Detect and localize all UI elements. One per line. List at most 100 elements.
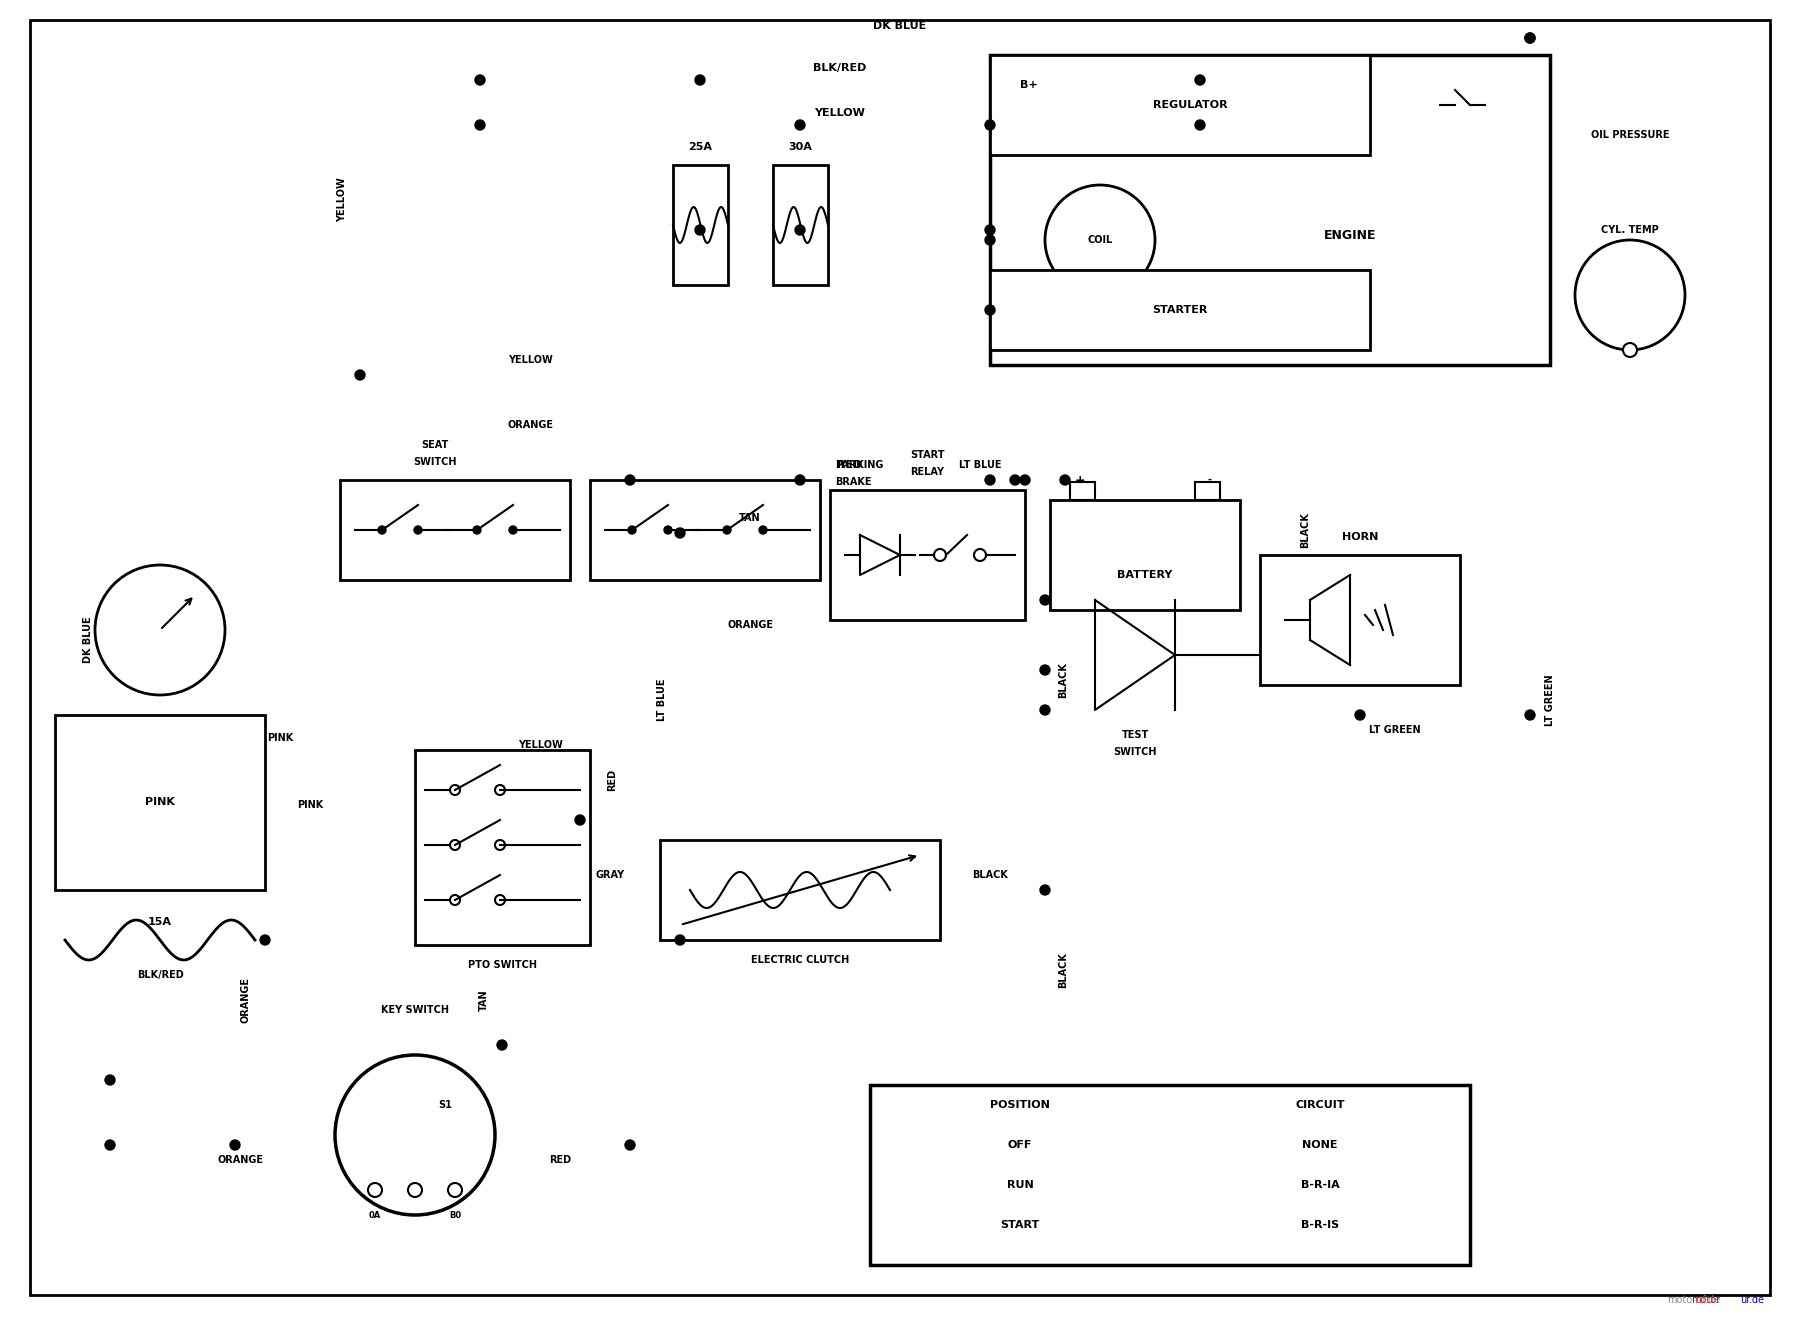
Text: S1: S1: [437, 1101, 452, 1110]
Circle shape: [1355, 709, 1364, 720]
Text: TAN: TAN: [740, 513, 761, 522]
Text: CIRCUIT: CIRCUIT: [1296, 1101, 1345, 1110]
Bar: [830, 491, 1024, 621]
Text: motoruf.de: motoruf.de: [1667, 1296, 1721, 1305]
Circle shape: [675, 528, 686, 538]
Circle shape: [450, 785, 461, 796]
Circle shape: [695, 225, 706, 235]
Circle shape: [1575, 240, 1685, 350]
Text: LT GREEN: LT GREEN: [1370, 725, 1420, 735]
Text: ORANGE: ORANGE: [218, 1155, 263, 1166]
Text: -: -: [1208, 475, 1211, 485]
Bar: [673, 164, 727, 285]
Text: ORANGE: ORANGE: [508, 420, 553, 430]
Circle shape: [378, 526, 385, 534]
Bar: [416, 751, 590, 945]
Text: BLACK: BLACK: [1058, 662, 1067, 697]
Circle shape: [628, 526, 635, 534]
Circle shape: [448, 1183, 463, 1197]
Circle shape: [367, 1183, 382, 1197]
Circle shape: [625, 475, 635, 485]
Circle shape: [934, 549, 947, 561]
Text: +: +: [1075, 473, 1085, 487]
Circle shape: [1525, 33, 1535, 42]
Text: KEY SWITCH: KEY SWITCH: [382, 1005, 448, 1014]
Bar: [869, 1085, 1471, 1265]
Text: SWITCH: SWITCH: [835, 495, 878, 504]
Circle shape: [1195, 119, 1204, 130]
Circle shape: [495, 895, 506, 906]
Circle shape: [796, 119, 805, 130]
Bar: [661, 839, 940, 940]
Circle shape: [1040, 666, 1049, 675]
Text: POSITION: POSITION: [990, 1101, 1049, 1110]
Circle shape: [1046, 186, 1156, 294]
Circle shape: [574, 815, 585, 825]
Circle shape: [985, 225, 995, 235]
Bar: [1069, 481, 1094, 500]
Circle shape: [985, 235, 995, 245]
Text: GRAY: GRAY: [596, 870, 625, 880]
Circle shape: [104, 1140, 115, 1150]
Bar: [1195, 481, 1220, 500]
Circle shape: [1624, 343, 1636, 357]
Circle shape: [1040, 884, 1049, 895]
Circle shape: [664, 526, 671, 534]
Circle shape: [509, 526, 517, 534]
Text: CYL. TEMP: CYL. TEMP: [1602, 225, 1660, 235]
Text: OIL PRESSURE: OIL PRESSURE: [1591, 130, 1669, 141]
Text: B+: B+: [1021, 80, 1037, 90]
Text: DK BLUE: DK BLUE: [83, 617, 94, 663]
Text: motor: motor: [1690, 1296, 1721, 1305]
Circle shape: [230, 1140, 239, 1150]
Circle shape: [409, 1183, 421, 1197]
Text: ORANGE: ORANGE: [727, 621, 772, 630]
Text: PINK: PINK: [297, 800, 324, 810]
Text: PINK: PINK: [146, 797, 175, 808]
Circle shape: [1195, 76, 1204, 85]
Text: BLK/RED: BLK/RED: [137, 971, 184, 980]
Circle shape: [1525, 33, 1535, 42]
Circle shape: [475, 76, 484, 85]
Text: LT GREEN: LT GREEN: [1544, 674, 1555, 725]
Text: YELLOW: YELLOW: [337, 178, 347, 223]
Bar: [340, 480, 571, 579]
Circle shape: [796, 225, 805, 235]
Text: STARTER: STARTER: [1152, 305, 1208, 316]
Circle shape: [473, 526, 481, 534]
Circle shape: [675, 935, 686, 945]
Bar: [56, 715, 265, 890]
Circle shape: [475, 119, 484, 130]
Bar: [990, 54, 1370, 155]
Text: COIL: COIL: [1087, 235, 1112, 245]
Text: ORANGE: ORANGE: [239, 977, 250, 1022]
Text: SWITCH: SWITCH: [1112, 747, 1157, 757]
Circle shape: [985, 119, 995, 130]
Text: B0: B0: [448, 1211, 461, 1220]
Circle shape: [760, 526, 767, 534]
Bar: [590, 480, 821, 579]
Text: START: START: [909, 450, 945, 460]
Text: BLACK: BLACK: [1300, 512, 1310, 548]
Text: YELLOW: YELLOW: [815, 107, 866, 118]
Circle shape: [450, 895, 461, 906]
Bar: [1049, 500, 1240, 610]
Text: REGULATOR: REGULATOR: [1152, 99, 1228, 110]
Circle shape: [259, 935, 270, 945]
Text: TAN: TAN: [479, 989, 490, 1010]
Bar: [990, 271, 1370, 350]
Text: BLACK: BLACK: [972, 870, 1008, 880]
Text: SEAT: SEAT: [421, 440, 448, 450]
Bar: [772, 164, 828, 285]
Text: ELECTRIC CLUTCH: ELECTRIC CLUTCH: [751, 955, 850, 965]
Text: BLK/RED: BLK/RED: [814, 64, 866, 73]
Circle shape: [695, 76, 706, 85]
Circle shape: [495, 839, 506, 850]
Text: HOUR METER: HOUR METER: [124, 720, 196, 731]
Circle shape: [1525, 709, 1535, 720]
Text: RED: RED: [607, 769, 617, 792]
Text: OFF: OFF: [1008, 1140, 1031, 1150]
Text: uf.de: uf.de: [1741, 1296, 1764, 1305]
Text: HORN: HORN: [1341, 532, 1379, 542]
Text: RUN: RUN: [1006, 1180, 1033, 1189]
